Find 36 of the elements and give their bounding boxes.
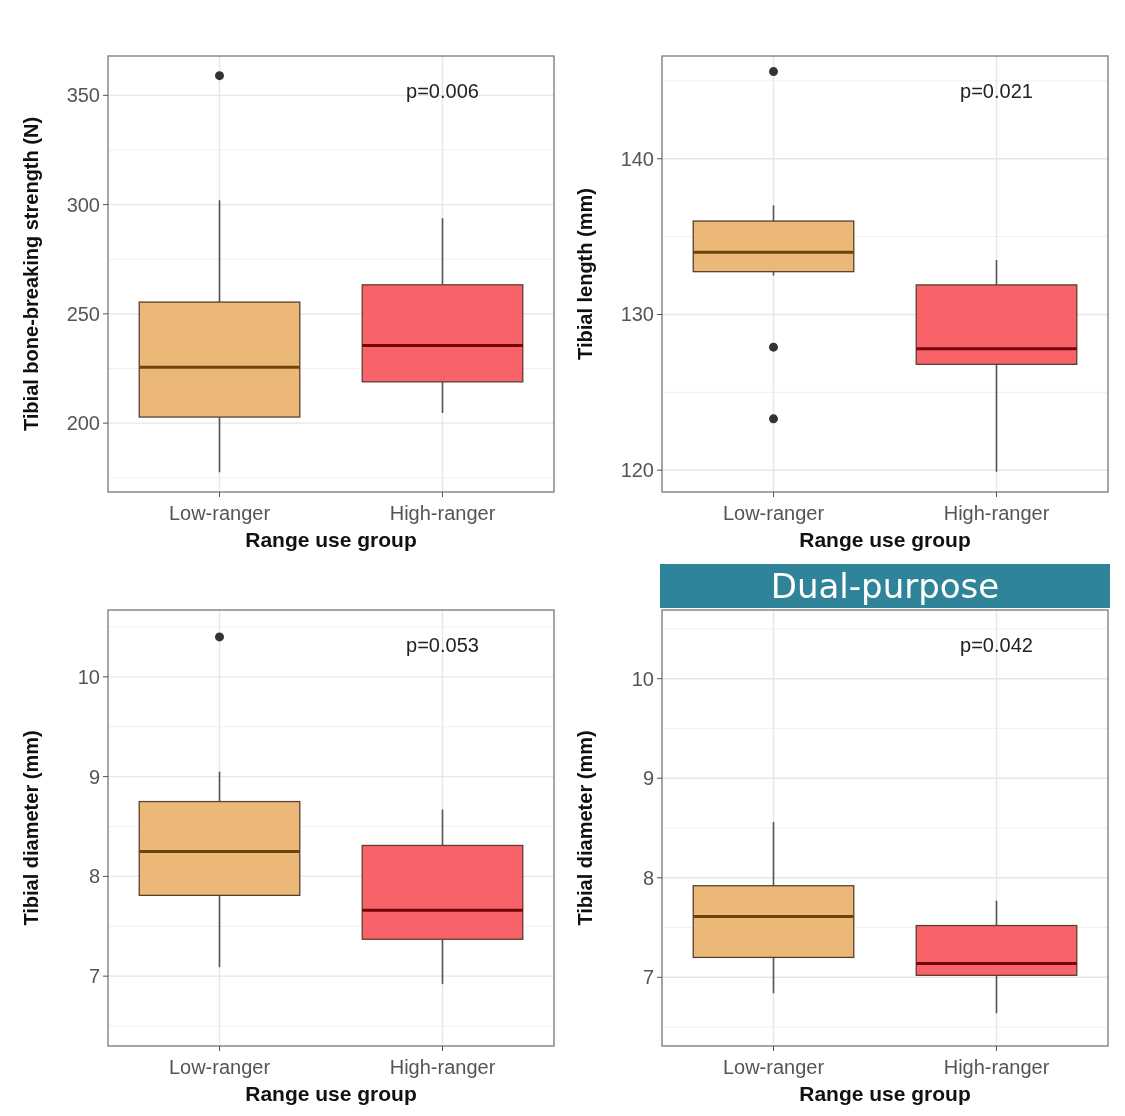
x-tick-label: High-ranger: [389, 502, 496, 524]
chart-title: Dual-purpose: [770, 566, 1000, 606]
x-tick-label: High-ranger: [389, 1056, 496, 1078]
y-tick-label: 350: [66, 84, 100, 107]
x-axis-title: Range use group: [245, 1082, 417, 1105]
y-axis-title: Tibial diameter (mm): [20, 730, 42, 926]
y-axis-title: Tibial bone-breaking strength (N): [20, 116, 42, 432]
y-tick-label: 9: [88, 765, 100, 788]
y-tick-label: 200: [66, 412, 100, 435]
y-tick-label: 130: [620, 303, 654, 326]
y-tick-label: 7: [88, 965, 100, 988]
annotation: p=0.021: [960, 80, 1033, 102]
y-tick-label: 250: [66, 302, 100, 325]
x-tick-label: Low-ranger: [168, 502, 271, 524]
annotation: p=0.053: [406, 634, 479, 656]
y-axis-title: Tibial length (mm): [574, 188, 596, 360]
annotation: p=0.042: [960, 634, 1033, 656]
y-tick-label: 10: [77, 665, 100, 688]
x-tick-label: Low-ranger: [168, 1056, 271, 1078]
y-tick-label: 9: [642, 767, 654, 790]
y-tick-label: 300: [66, 193, 100, 216]
y-tick-label: 8: [642, 866, 654, 889]
y-tick-label: 10: [631, 667, 654, 690]
y-tick-label: 120: [620, 459, 654, 482]
x-tick-label: High-ranger: [943, 1056, 1050, 1078]
x-axis-title: Range use group: [799, 528, 971, 551]
x-axis-title: Range use group: [245, 528, 417, 551]
x-tick-label: High-ranger: [943, 502, 1050, 524]
x-tick-label: Low-ranger: [722, 502, 825, 524]
x-tick-label: Low-ranger: [722, 1056, 825, 1078]
y-tick-label: 8: [88, 865, 100, 888]
x-axis-title: Range use group: [799, 1082, 971, 1105]
y-tick-label: 7: [642, 966, 654, 989]
y-axis-title: Tibial diameter (mm): [574, 730, 596, 926]
y-tick-label: 140: [620, 147, 654, 170]
annotation: p=0.006: [406, 80, 479, 102]
